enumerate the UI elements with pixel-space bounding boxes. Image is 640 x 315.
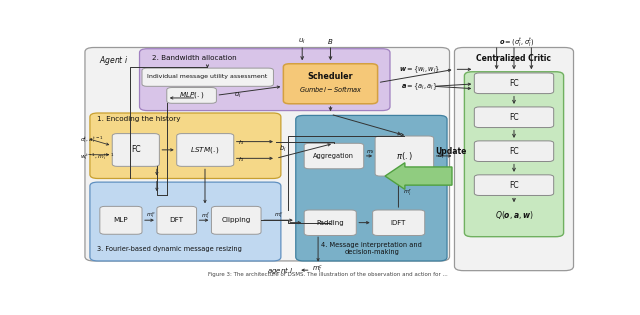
Text: 2. Bandwidth allocation: 2. Bandwidth allocation bbox=[152, 55, 237, 61]
FancyBboxPatch shape bbox=[142, 68, 273, 86]
Text: 4. Message interpretation and
decision-making: 4. Message interpretation and decision-m… bbox=[321, 242, 422, 255]
Text: $MLP(.)$: $MLP(.)$ bbox=[179, 90, 204, 100]
FancyBboxPatch shape bbox=[157, 206, 196, 234]
Text: $Q(\boldsymbol{o},\boldsymbol{a},\boldsymbol{w})$: $Q(\boldsymbol{o},\boldsymbol{a},\boldsy… bbox=[495, 209, 533, 221]
Text: $m_i^c$: $m_i^c$ bbox=[312, 264, 324, 276]
FancyBboxPatch shape bbox=[177, 134, 234, 166]
Text: FC: FC bbox=[509, 180, 519, 190]
Text: $h_i$: $h_i$ bbox=[237, 138, 244, 146]
Text: $m_i^r$: $m_i^r$ bbox=[403, 188, 413, 198]
Text: $h_i$: $h_i$ bbox=[237, 155, 244, 163]
Text: Scheduler: Scheduler bbox=[308, 72, 353, 81]
FancyBboxPatch shape bbox=[375, 136, 434, 176]
Text: $m_i^c$: $m_i^c$ bbox=[275, 211, 285, 220]
FancyBboxPatch shape bbox=[90, 113, 281, 179]
Text: $\boldsymbol{o}=(\sigma_i^t,\sigma_l^t)$: $\boldsymbol{o}=(\sigma_i^t,\sigma_l^t)$ bbox=[499, 35, 534, 48]
FancyBboxPatch shape bbox=[474, 141, 554, 162]
Text: $\boldsymbol{a}=\{a_i,a_l\}$: $\boldsymbol{a}=\{a_i,a_l\}$ bbox=[401, 81, 438, 92]
Text: FC: FC bbox=[509, 79, 519, 88]
FancyBboxPatch shape bbox=[211, 206, 261, 234]
FancyBboxPatch shape bbox=[167, 88, 216, 103]
FancyBboxPatch shape bbox=[474, 73, 554, 94]
Text: $LSTM(.)$: $LSTM(.)$ bbox=[190, 145, 220, 155]
Text: 1. Encoding the history: 1. Encoding the history bbox=[97, 116, 181, 122]
Text: $Gumbel - Softmax$: $Gumbel - Softmax$ bbox=[299, 84, 362, 94]
Text: $agent\ l$: $agent\ l$ bbox=[267, 265, 293, 276]
Text: Padding: Padding bbox=[316, 220, 344, 226]
Text: $\boldsymbol{w}=\{w_i,w_l\}$: $\boldsymbol{w}=\{w_i,w_l\}$ bbox=[399, 64, 440, 75]
Text: MLP: MLP bbox=[114, 217, 128, 223]
FancyBboxPatch shape bbox=[296, 115, 447, 261]
Text: Agent $i$: Agent $i$ bbox=[99, 54, 129, 67]
Text: $m_i^o$: $m_i^o$ bbox=[146, 211, 156, 220]
Text: $u_i$: $u_i$ bbox=[234, 91, 241, 100]
FancyBboxPatch shape bbox=[465, 72, 564, 237]
Text: $\pi(.)$: $\pi(.)$ bbox=[396, 150, 413, 162]
FancyBboxPatch shape bbox=[454, 48, 573, 271]
FancyBboxPatch shape bbox=[284, 64, 378, 104]
FancyBboxPatch shape bbox=[100, 206, 142, 234]
FancyBboxPatch shape bbox=[85, 48, 449, 261]
FancyBboxPatch shape bbox=[140, 49, 390, 111]
FancyBboxPatch shape bbox=[372, 210, 425, 236]
Text: Centralized Critic: Centralized Critic bbox=[477, 54, 552, 63]
Text: IDFT: IDFT bbox=[391, 220, 406, 226]
Text: Figure 3: The architecture of DSMS. The illustration of the observation and acti: Figure 3: The architecture of DSMS. The … bbox=[208, 272, 448, 277]
Text: FC: FC bbox=[509, 113, 519, 122]
Text: $b_i$: $b_i$ bbox=[278, 144, 286, 154]
Text: $a_i$: $a_i$ bbox=[437, 151, 445, 161]
Text: Aggregation: Aggregation bbox=[314, 153, 355, 159]
Text: Clipping: Clipping bbox=[221, 217, 251, 223]
Text: FC: FC bbox=[509, 147, 519, 156]
Text: $m_i^f$: $m_i^f$ bbox=[200, 210, 211, 221]
FancyBboxPatch shape bbox=[304, 143, 364, 169]
FancyBboxPatch shape bbox=[112, 134, 159, 166]
Text: Update: Update bbox=[435, 147, 467, 156]
FancyBboxPatch shape bbox=[474, 107, 554, 128]
Text: $m_i$: $m_i$ bbox=[365, 148, 374, 156]
FancyBboxPatch shape bbox=[474, 175, 554, 195]
Text: FC: FC bbox=[131, 145, 141, 154]
Text: $w_i^{t-1}, m_i^{t-1}$: $w_i^{t-1}, m_i^{t-1}$ bbox=[80, 151, 115, 162]
Text: 3. Fourier-based dynamic message resizing: 3. Fourier-based dynamic message resizin… bbox=[97, 246, 242, 252]
Text: Individual message utility assessment: Individual message utility assessment bbox=[147, 74, 268, 79]
FancyBboxPatch shape bbox=[90, 182, 281, 261]
Text: $\sigma_i^t, a_i^{t-1}$: $\sigma_i^t, a_i^{t-1}$ bbox=[80, 134, 104, 145]
Text: $u_i$: $u_i$ bbox=[298, 37, 306, 46]
FancyArrow shape bbox=[385, 163, 452, 189]
Text: DFT: DFT bbox=[170, 217, 184, 223]
Text: $B$: $B$ bbox=[327, 37, 333, 46]
FancyBboxPatch shape bbox=[304, 210, 356, 236]
